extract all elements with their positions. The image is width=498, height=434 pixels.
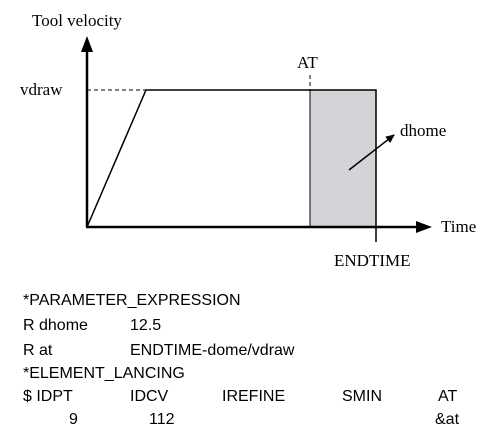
header-at: AT	[438, 388, 458, 405]
value-idpt: 9	[69, 411, 78, 428]
param-at-value: ENDTIME-dome/vdraw	[130, 342, 295, 359]
at-label: AT	[297, 53, 318, 72]
header-irefine: IREFINE	[222, 388, 286, 405]
dhome-label: dhome	[400, 121, 446, 140]
velocity-diagram: Tool velocity vdraw AT dhome Time ENDTIM…	[20, 11, 476, 270]
y-axis-label: Tool velocity	[32, 11, 122, 30]
x-axis-label: Time	[441, 217, 476, 236]
header-idpt: $ IDPT	[23, 388, 73, 405]
x-axis-arrowhead	[416, 221, 432, 233]
vdraw-label: vdraw	[20, 80, 63, 99]
velocity-profile	[86, 89, 377, 242]
value-idcv: 112	[149, 411, 175, 428]
param-dhome-value: 12.5	[130, 317, 162, 334]
parameter-expression-keyword: *PARAMETER_EXPRESSION	[23, 292, 241, 309]
param-dhome-name: R dhome	[23, 317, 88, 334]
header-idcv: IDCV	[130, 388, 169, 405]
value-at: &at	[435, 411, 460, 428]
y-axis-arrowhead	[81, 36, 93, 52]
header-smin: SMIN	[342, 388, 382, 405]
endtime-label: ENDTIME	[334, 251, 410, 270]
param-at-name: R at	[23, 342, 53, 359]
dhome-arrow	[348, 134, 395, 171]
element-lancing-keyword: *ELEMENT_LANCING	[23, 365, 185, 382]
